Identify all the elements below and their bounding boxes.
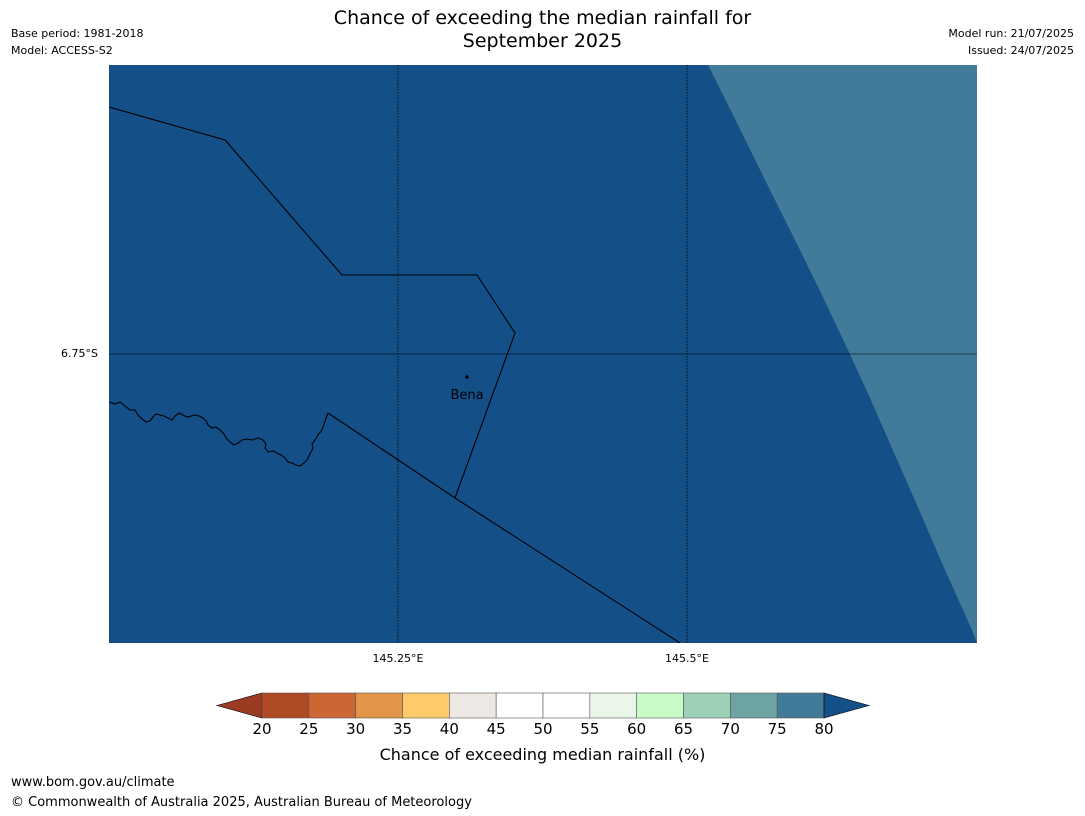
colorbar-label: Chance of exceeding median rainfall (%) xyxy=(379,745,706,764)
colorbar-swatch xyxy=(542,692,591,719)
colorbar-swatch xyxy=(495,692,544,719)
colorbar-tick-label: 75 xyxy=(767,720,787,738)
colorbar-over-arrow xyxy=(823,692,871,719)
colorbar-swatch xyxy=(261,692,310,719)
colorbar-swatch xyxy=(355,692,403,719)
title-line-2: September 2025 xyxy=(462,30,623,52)
colorbar-swatch xyxy=(402,692,450,719)
colorbar-under-arrow xyxy=(215,692,263,719)
colorbar-tick-label: 35 xyxy=(392,720,413,738)
colorbar-tick-label: 65 xyxy=(673,720,694,738)
map-title: Chance of exceeding the median rainfall … xyxy=(0,7,1085,53)
colorbar xyxy=(215,692,871,719)
model-run-text: Model run: 21/07/2025 xyxy=(948,27,1074,40)
colorbar-swatch xyxy=(683,692,731,719)
colorbar-tick-label: 60 xyxy=(627,720,647,738)
colorbar-tick-label: 80 xyxy=(814,720,834,738)
colorbar-swatch xyxy=(636,692,684,719)
title-line-1: Chance of exceeding the median rainfall … xyxy=(333,7,752,29)
model-text: Model: ACCESS-S2 xyxy=(11,44,113,57)
colorbar-swatch xyxy=(589,692,637,719)
base-period-text: Base period: 1981-2018 xyxy=(11,27,144,40)
colorbar-tick-label: 20 xyxy=(252,720,272,738)
colorbar-swatch xyxy=(449,692,497,719)
lon-label-145-25: 145.25°E xyxy=(372,652,424,665)
colorbar-tick-label: 50 xyxy=(533,720,553,738)
bena-marker xyxy=(465,375,469,379)
run-info: Model run: 21/07/2025 Issued: 24/07/2025 xyxy=(948,25,1074,59)
place-label-bena: Bena xyxy=(450,388,484,403)
colorbar-tick-label: 25 xyxy=(299,720,319,738)
colorbar-swatches xyxy=(261,692,825,719)
colorbar-swatch xyxy=(308,692,356,719)
coastline xyxy=(109,401,329,467)
colorbar-tick-label: 55 xyxy=(580,720,600,738)
map-area xyxy=(109,65,977,643)
footer-url[interactable]: www.bom.gov.au/climate xyxy=(11,775,175,790)
lat-label: 6.75°S xyxy=(61,347,98,360)
colorbar-swatch xyxy=(776,692,825,719)
base-info: Base period: 1981-2018 Model: ACCESS-S2 xyxy=(11,25,143,59)
colorbar-swatch xyxy=(730,692,778,719)
province-boundary xyxy=(109,106,516,499)
colorbar-tick-label: 30 xyxy=(346,720,366,738)
colorbar-tick-label: 40 xyxy=(439,720,459,738)
region-70-80 xyxy=(708,65,977,643)
issued-text: Issued: 24/07/2025 xyxy=(967,44,1074,57)
footer-copyright: © Commonwealth of Australia 2025, Austra… xyxy=(11,795,472,810)
colorbar-tick-label: 70 xyxy=(720,720,740,738)
province-boundary-south xyxy=(327,412,681,643)
lon-label-145-5: 145.5°E xyxy=(665,652,709,665)
colorbar-tick-label: 45 xyxy=(486,720,506,738)
